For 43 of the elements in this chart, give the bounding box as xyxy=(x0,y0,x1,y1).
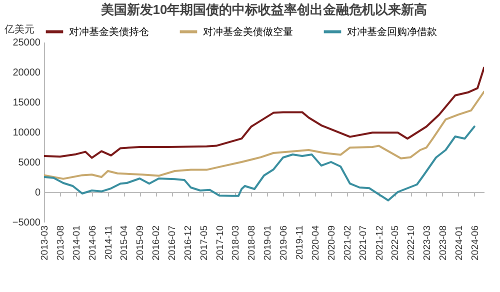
x-tick-label: 2017-10 xyxy=(214,226,226,260)
line-series xyxy=(44,66,484,159)
x-tick-label: 2021-07 xyxy=(358,226,370,260)
x-tick-label: 2019-11 xyxy=(294,226,306,260)
legend-label: 对冲基金美债做空量 xyxy=(203,26,293,38)
y-tick-label: 15000 xyxy=(12,98,41,108)
y-tick-label: 0 xyxy=(34,188,41,198)
x-tick-label: 2024-01 xyxy=(454,226,465,260)
x-tick-label: 2016-12 xyxy=(183,226,194,260)
line-series xyxy=(44,90,484,180)
x-tick-label: 2022-05 xyxy=(390,226,402,260)
y-tick-label: −5000 xyxy=(12,218,41,228)
x-tick-label: 2016-02 xyxy=(151,226,162,260)
y-tick-label: 20000 xyxy=(12,68,41,78)
x-tick-label: 2021-12 xyxy=(374,226,386,260)
x-tick-label: 2014-06 xyxy=(87,226,98,260)
x-tick-label: 2019-01 xyxy=(262,226,274,260)
x-tick-label: 2018-08 xyxy=(246,226,258,260)
y-axis-title: 亿美元 xyxy=(4,24,34,36)
x-tick-label: 2013-03 xyxy=(40,226,50,260)
x-tick-label: 2015-04 xyxy=(119,226,130,260)
x-tick-label: 2014-11 xyxy=(103,226,114,260)
y-tick-label: 25000 xyxy=(12,38,41,48)
x-tick-label: 2023-03 xyxy=(422,226,433,260)
x-tick-label: 2018-03 xyxy=(230,226,242,260)
y-tick-label: 5000 xyxy=(18,158,41,168)
x-tick-label: 2024-06 xyxy=(470,226,481,260)
x-tick-label: 2014-01 xyxy=(72,226,83,260)
y-tick-label: 10000 xyxy=(12,128,41,138)
x-tick-label: 2013-08 xyxy=(56,226,67,260)
x-tick-label: 2015-09 xyxy=(135,226,146,260)
x-tick-label: 2019-06 xyxy=(278,226,290,260)
x-tick-label: 2023-08 xyxy=(438,226,449,260)
chart-title: 美国新发10年期国债的中标收益率创出金融危机以来新高 xyxy=(100,2,428,17)
x-tick-label: 2020-09 xyxy=(326,226,338,260)
x-tick-label: 2021-02 xyxy=(342,226,354,260)
legend-label: 对冲基金美债持仓 xyxy=(69,26,149,38)
x-tick-label: 2016-07 xyxy=(167,226,178,260)
x-tick-label: 2020-04 xyxy=(310,226,322,260)
x-tick-label: 2017-05 xyxy=(198,226,210,260)
x-tick-label: 2022-10 xyxy=(406,226,418,260)
line-series xyxy=(44,126,476,202)
legend-label: 对冲基金回购净借款 xyxy=(347,26,437,38)
